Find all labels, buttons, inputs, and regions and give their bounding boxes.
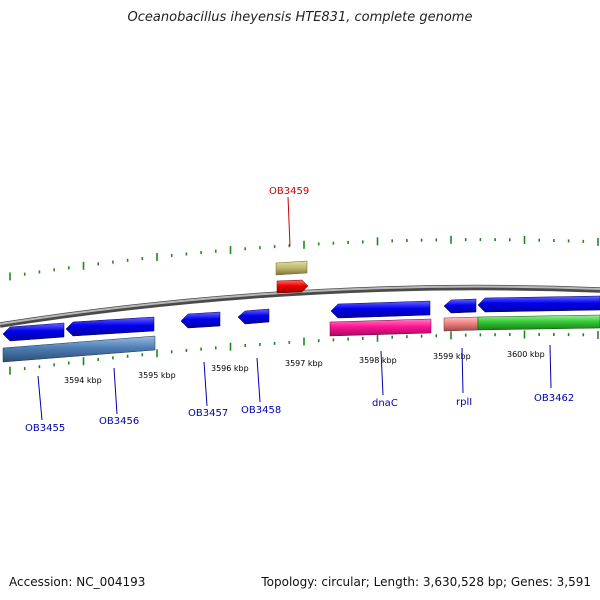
genome-backbone: [0, 284, 600, 328]
accession-label: Accession: NC_004193: [9, 575, 146, 589]
gene-labels: OB3455 OB3456 OB3457 OB3458 OB3459 dnaC …: [25, 186, 574, 434]
ruler-label: 3595 kbp: [138, 371, 176, 380]
inner-tick-row: [9, 330, 599, 375]
ruler-label: 3600 kbp: [507, 350, 545, 359]
ruler-label: 3598 kbp: [359, 356, 397, 365]
cds-feature: [443, 298, 477, 314]
cds-feature: [180, 311, 221, 329]
rrna-feature: [329, 318, 432, 337]
genome-stats-label: Topology: circular; Length: 3,630,528 bp…: [261, 575, 591, 589]
gene-label-ob3457: OB3457: [188, 408, 228, 419]
gene-label-ob3462: OB3462: [534, 393, 574, 404]
gene-label-ob3459: OB3459: [269, 186, 309, 197]
gene-label-rpli: rplI: [456, 397, 472, 408]
map-title: Oceanobacillus iheyensis HTE831, complet…: [127, 10, 473, 25]
ruler-labels: 3594 kbp 3595 kbp 3596 kbp 3597 kbp 3598…: [64, 350, 545, 385]
cds-feature: [477, 295, 600, 313]
gene-label-ob3458: OB3458: [241, 405, 281, 416]
ruler-label: 3599 kbp: [433, 352, 471, 361]
gene-feature-steelblue: [2, 335, 156, 363]
ruler-label: 3596 kbp: [211, 364, 249, 373]
cds-feature: [330, 300, 431, 319]
gene-feature-ob3459: [276, 279, 309, 294]
gene-label-ob3455: OB3455: [25, 423, 65, 434]
ruler-label: 3594 kbp: [64, 376, 102, 385]
cds-feature: [2, 322, 65, 342]
gene-label-dnac: dnaC: [372, 398, 398, 409]
gene-feature-green: [477, 314, 600, 331]
gene-feature-salmon: [443, 316, 479, 332]
leader-lines: [37, 196, 552, 421]
trna-feature: [275, 260, 308, 276]
outer-tick-row: [9, 235, 599, 281]
ruler-label: 3597 kbp: [285, 359, 323, 368]
cds-feature: [65, 316, 155, 337]
cds-feature: [237, 308, 270, 325]
gene-label-ob3456: OB3456: [99, 416, 139, 427]
